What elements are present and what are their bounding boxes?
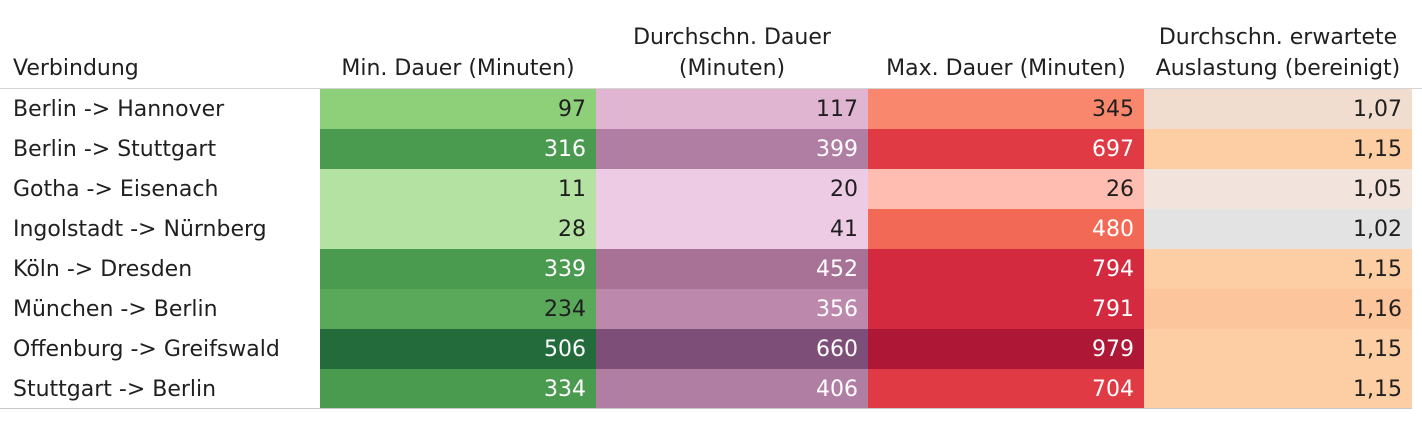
cell-min: 97	[320, 89, 596, 129]
header-verbindung-line-1: Verbindung	[13, 56, 139, 81]
table-row: Offenburg -> Greifswald 506 660 979 1,15	[0, 329, 1422, 369]
cell-min: 334	[320, 369, 596, 409]
cell-avg: 117	[596, 89, 868, 129]
cell-max: 979	[868, 329, 1144, 369]
table-row: Köln -> Dresden 339 452 794 1,15	[0, 249, 1422, 289]
cell-max: 480	[868, 209, 1144, 249]
cell-min: 28	[320, 209, 596, 249]
table-row: Berlin -> Stuttgart 316 399 697 1,15	[0, 129, 1422, 169]
row-label-verbindung: Köln -> Dresden	[13, 257, 193, 282]
cell-max: 697	[868, 129, 1144, 169]
table-header: Verbindung Min. Dauer (Minuten) Durchsch…	[0, 0, 1422, 89]
cell-max: 26	[868, 169, 1144, 209]
cell-auslastung: 1,15	[1144, 369, 1412, 409]
cell-avg: 406	[596, 369, 868, 409]
table-row: München -> Berlin 234 356 791 1,16	[0, 289, 1422, 329]
cell-min: 339	[320, 249, 596, 289]
header-verbindung: Verbindung	[13, 53, 313, 84]
header-auslastung: Durchschn. erwartete Auslastung (bereini…	[1144, 22, 1412, 84]
header-min-dauer: Min. Dauer (Minuten)	[320, 53, 596, 84]
table-bottom-border	[0, 408, 1412, 409]
row-label-verbindung: Berlin -> Stuttgart	[13, 137, 217, 162]
cell-max: 345	[868, 89, 1144, 129]
cell-avg: 399	[596, 129, 868, 169]
cell-avg: 452	[596, 249, 868, 289]
table-row: Gotha -> Eisenach 11 20 26 1,05	[0, 169, 1422, 209]
header-auslastung-line-1: Durchschn. erwartete	[1158, 25, 1398, 50]
row-label-verbindung: München -> Berlin	[13, 297, 218, 322]
cell-avg: 20	[596, 169, 868, 209]
cell-auslastung: 1,07	[1144, 89, 1412, 129]
cell-avg: 356	[596, 289, 868, 329]
header-max-dauer: Max. Dauer (Minuten)	[868, 53, 1144, 84]
cell-min: 11	[320, 169, 596, 209]
cell-avg: 660	[596, 329, 868, 369]
row-label-verbindung: Offenburg -> Greifswald	[13, 337, 280, 362]
cell-max: 794	[868, 249, 1144, 289]
row-label-verbindung: Stuttgart -> Berlin	[13, 377, 217, 402]
cell-max: 791	[868, 289, 1144, 329]
header-max-dauer-line-1: Max. Dauer (Minuten)	[886, 56, 1126, 81]
cell-auslastung: 1,05	[1144, 169, 1412, 209]
table-row: Berlin -> Hannover 97 117 345 1,07	[0, 89, 1422, 129]
cell-auslastung: 1,15	[1144, 329, 1412, 369]
table-row: Ingolstadt -> Nürnberg 28 41 480 1,02	[0, 209, 1422, 249]
cell-auslastung: 1,15	[1144, 249, 1412, 289]
cell-auslastung: 1,02	[1144, 209, 1412, 249]
row-label-verbindung: Ingolstadt -> Nürnberg	[13, 217, 267, 242]
cell-auslastung: 1,16	[1144, 289, 1412, 329]
cell-min: 506	[320, 329, 596, 369]
row-label-verbindung: Gotha -> Eisenach	[13, 177, 219, 202]
cell-avg: 41	[596, 209, 868, 249]
cell-auslastung: 1,15	[1144, 129, 1412, 169]
table-row: Stuttgart -> Berlin 334 406 704 1,15	[0, 369, 1422, 409]
header-auslastung-line-2: Auslastung (bereinigt)	[1155, 56, 1401, 81]
header-avg-dauer-line-2: (Minuten)	[678, 56, 786, 81]
cell-min: 316	[320, 129, 596, 169]
cell-max: 704	[868, 369, 1144, 409]
cell-min: 234	[320, 289, 596, 329]
header-avg-dauer: Durchschn. Dauer (Minuten)	[596, 22, 868, 84]
header-min-dauer-line-1: Min. Dauer (Minuten)	[341, 56, 575, 81]
row-label-verbindung: Berlin -> Hannover	[13, 97, 225, 122]
header-avg-dauer-line-1: Durchschn. Dauer	[633, 25, 831, 50]
